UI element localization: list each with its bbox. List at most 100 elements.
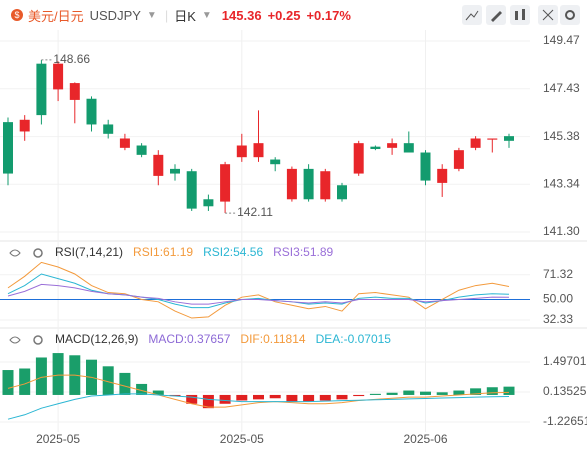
candle-body: [437, 168, 448, 183]
y-tick-label: 141.30: [543, 224, 580, 238]
candle-body: [53, 63, 64, 90]
candle-body: [136, 145, 147, 155]
macd-bar: [119, 372, 131, 395]
symbol[interactable]: USDJPY: [89, 7, 141, 23]
candle-body: [203, 199, 214, 207]
high-label: 148.66: [53, 52, 90, 66]
macd-bar: [286, 394, 298, 402]
macd-bar: [219, 394, 231, 404]
macd-bar: [35, 357, 47, 395]
candle-body: [3, 122, 13, 174]
y-tick-label: 32.33: [543, 312, 573, 326]
period[interactable]: 日K: [174, 8, 196, 24]
macd-bar: [453, 390, 465, 395]
candle-body: [153, 154, 164, 176]
candle-body: [370, 146, 381, 150]
candle-body: [487, 138, 498, 140]
dropdown-arrow[interactable]: ▼: [146, 9, 157, 21]
candle-body: [170, 168, 180, 174]
candle-body: [236, 145, 247, 158]
candle-body: [119, 138, 130, 148]
settings-button[interactable]: [560, 5, 580, 25]
candle-body: [420, 152, 431, 181]
macd-icons[interactable]: [9, 335, 43, 345]
change-pct: +0.17%: [306, 7, 351, 23]
change: +0.25: [267, 7, 301, 23]
price: 145.36: [221, 7, 262, 23]
candle-body: [286, 168, 297, 200]
candle-body: [403, 143, 414, 153]
separator: |: [164, 7, 169, 23]
candle-body: [320, 171, 331, 200]
candle-body: [470, 138, 481, 148]
y-tick-label: 149.47: [543, 33, 580, 47]
x-tick-label: 2025-05: [220, 432, 264, 446]
legend-title: MACD(12,26,9): [55, 332, 138, 346]
candle-body: [36, 63, 47, 116]
pair-name[interactable]: 美元/日元: [28, 8, 84, 24]
macd-bar: [503, 386, 515, 395]
y-tick-label: 147.43: [543, 81, 580, 95]
candle-body: [69, 83, 80, 100]
legend-entry: RSI1:61.19: [133, 245, 193, 259]
y-tick-label: 50.00: [543, 292, 573, 306]
macd-bar: [353, 394, 365, 397]
macd-bar: [19, 368, 31, 395]
macd-bar: [470, 388, 482, 395]
macd-bar: [336, 394, 348, 400]
macd-bar: [236, 394, 248, 401]
candle-body: [253, 143, 264, 158]
low-label: 142.11: [237, 205, 273, 219]
candle-body: [504, 136, 514, 141]
y-tick-label: 0.13525: [543, 384, 587, 398]
line: [7, 261, 510, 319]
toolbar: $ 美元/日元 USDJPY ▼ | 日K ▼ 145.36 +0.25 +0.…: [0, 0, 587, 30]
candle-body: [303, 168, 314, 200]
macd-bar: [303, 394, 315, 402]
y-tick-label: 71.32: [543, 267, 573, 281]
macd-bar: [169, 394, 181, 397]
macd-bar: [102, 366, 114, 395]
fullscreen-button[interactable]: [538, 5, 558, 25]
candle-body: [453, 150, 464, 169]
x-tick-label: 2025-06: [403, 432, 447, 446]
macd-bar: [152, 390, 164, 395]
indicator-button[interactable]: [462, 5, 482, 25]
legend-entry: DIF:0.11814: [240, 332, 305, 346]
draw-button[interactable]: [486, 5, 506, 25]
macd-bar: [486, 387, 498, 395]
legend-entry: RSI2:54.56: [203, 245, 263, 259]
macd-bar: [202, 394, 214, 409]
macd-bar: [52, 353, 64, 395]
rsi-icons[interactable]: [9, 248, 43, 258]
macd-bar: [436, 392, 448, 395]
macd-bar: [369, 393, 381, 395]
candle-body: [270, 159, 281, 165]
y-tick-label: -1.22651: [543, 414, 587, 428]
macd-bar: [403, 390, 415, 395]
legend-title: RSI(7,14,21): [55, 245, 123, 259]
dropdown-arrow[interactable]: ▼: [201, 9, 212, 21]
svg-text:$: $: [14, 10, 19, 20]
y-tick-label: 1.49701: [543, 354, 587, 368]
macd-bar: [269, 394, 281, 399]
macd-bar: [253, 394, 264, 400]
candle-body: [353, 143, 364, 174]
line: [7, 273, 510, 309]
line: [7, 393, 510, 420]
candle-body: [337, 185, 347, 200]
legend-entry: DEA:-0.07015: [316, 332, 392, 346]
style-button[interactable]: [510, 5, 530, 25]
macd-bar: [386, 392, 398, 395]
candle-body: [103, 124, 114, 134]
macd-bar: [420, 391, 431, 395]
macd-bar: [2, 370, 14, 395]
candle-body: [19, 119, 30, 132]
legend-entry: RSI3:51.89: [273, 245, 333, 259]
line: [7, 374, 510, 408]
macd-bar: [186, 394, 198, 404]
currency-icon: $: [11, 9, 23, 21]
candle-body: [220, 164, 231, 202]
